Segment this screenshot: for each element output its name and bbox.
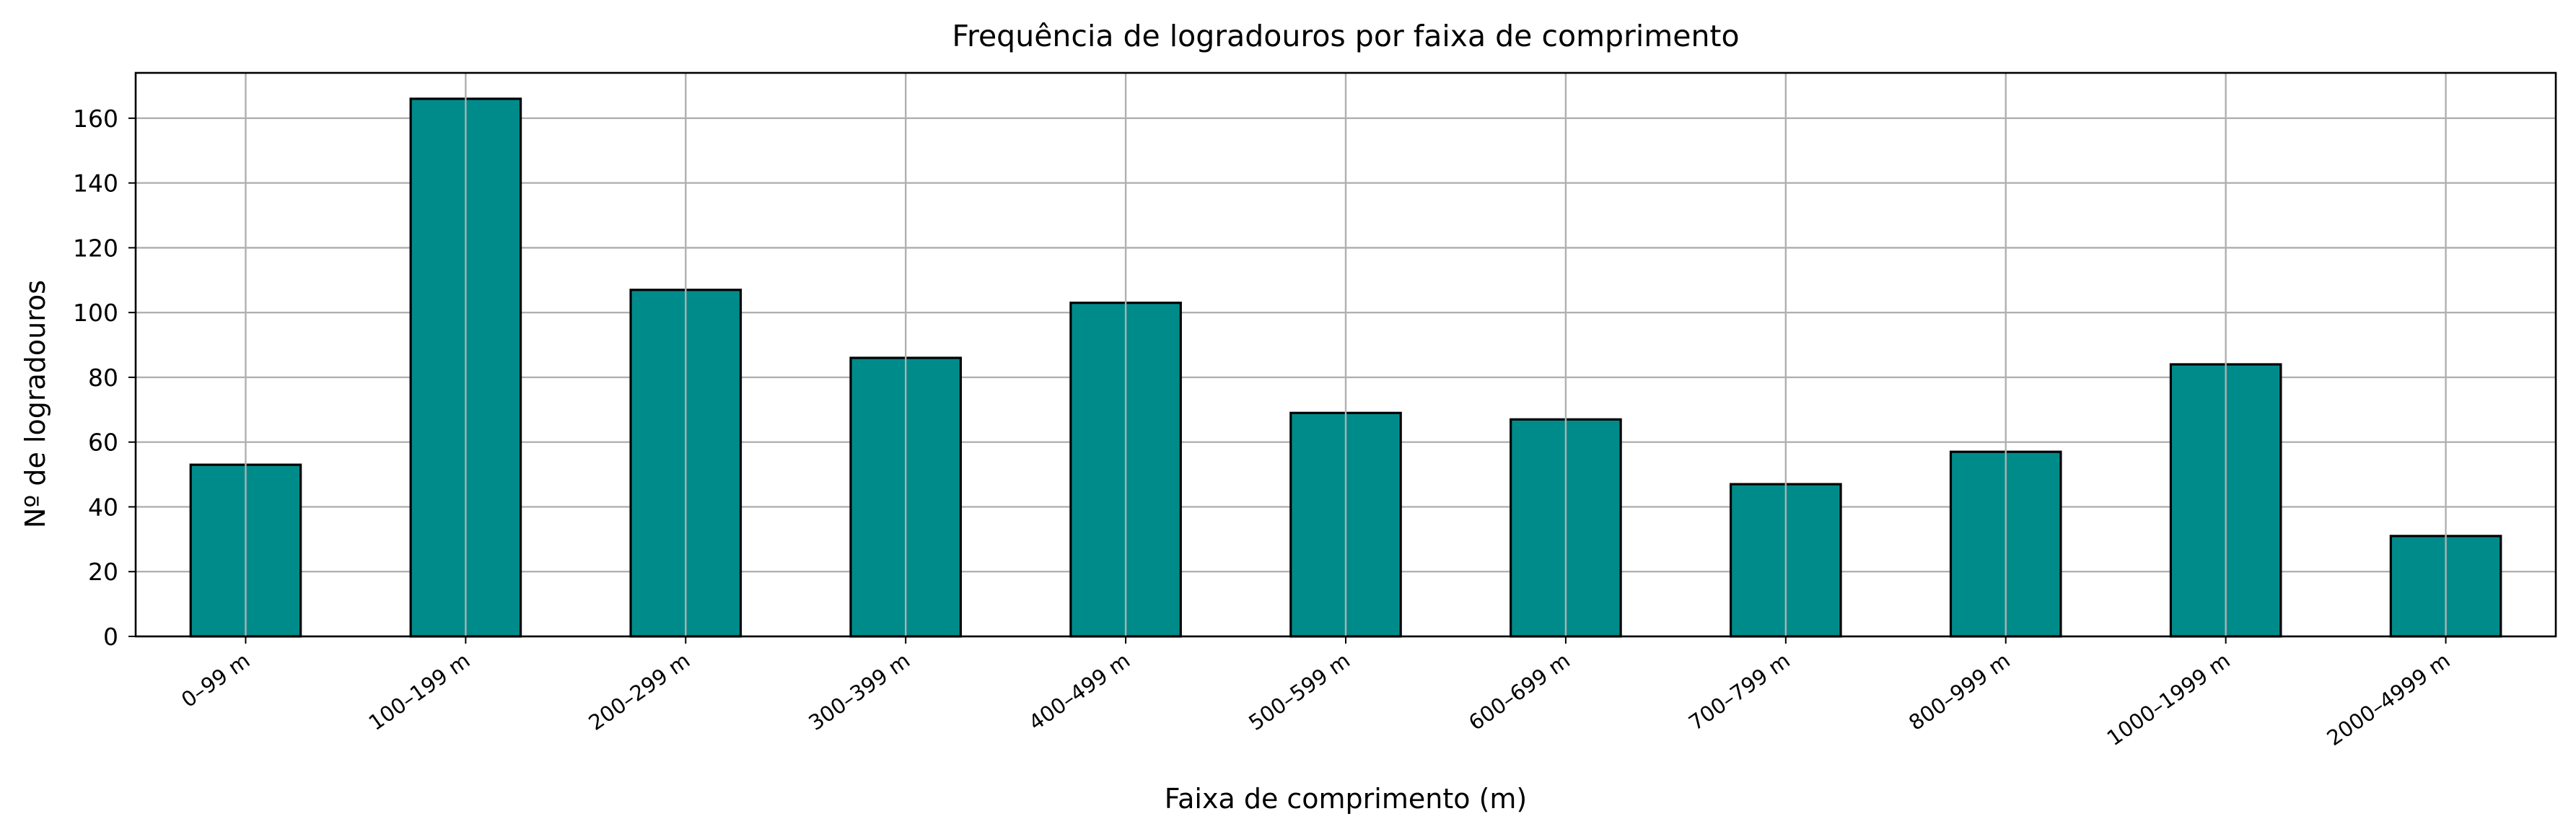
y-axis-ticks: 0 20 40 60 80 100 120 140 160 [73,105,136,651]
y-tick-label: 20 [88,558,118,586]
plot-frame [134,71,2557,638]
y-tick-label: 100 [73,299,118,327]
x-axis-label: Faixa de comprimento (m) [1165,783,1527,815]
y-axis-label: Nº de logradouros [19,280,51,528]
y-tick-label: 120 [73,234,118,262]
vertical-grid [245,73,2447,636]
y-tick-label: 140 [73,170,118,198]
y-tick-label: 40 [88,493,118,521]
chart-title: Frequência de logradouros por faixa de c… [952,19,1739,53]
y-tick-label: 80 [88,364,118,392]
y-tick-label: 160 [73,105,118,133]
y-tick-label: 60 [88,429,118,457]
y-tick-label: 0 [103,623,118,651]
